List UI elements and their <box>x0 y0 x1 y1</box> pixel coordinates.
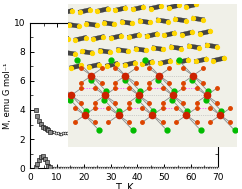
Polygon shape <box>63 50 76 56</box>
Polygon shape <box>120 19 134 26</box>
Polygon shape <box>49 23 63 29</box>
Polygon shape <box>98 48 112 54</box>
Polygon shape <box>181 30 194 37</box>
Polygon shape <box>141 60 154 67</box>
Polygon shape <box>105 61 119 68</box>
Polygon shape <box>113 6 127 13</box>
Polygon shape <box>138 19 151 25</box>
Polygon shape <box>60 8 74 15</box>
Polygon shape <box>212 56 225 63</box>
Polygon shape <box>167 3 180 10</box>
Polygon shape <box>194 57 207 64</box>
Polygon shape <box>134 46 147 53</box>
Polygon shape <box>169 45 183 51</box>
Polygon shape <box>145 32 158 39</box>
Polygon shape <box>159 59 172 66</box>
Polygon shape <box>156 18 169 24</box>
Polygon shape <box>56 36 69 43</box>
Polygon shape <box>176 58 190 65</box>
Polygon shape <box>78 7 91 15</box>
Polygon shape <box>127 33 141 40</box>
Polygon shape <box>81 49 94 55</box>
Polygon shape <box>91 34 105 41</box>
Polygon shape <box>69 63 83 70</box>
Polygon shape <box>85 21 98 28</box>
Polygon shape <box>185 2 198 9</box>
Polygon shape <box>198 29 212 36</box>
Polygon shape <box>163 31 176 38</box>
Polygon shape <box>68 4 237 147</box>
Polygon shape <box>87 62 101 69</box>
Polygon shape <box>174 17 187 23</box>
Polygon shape <box>205 43 219 49</box>
Polygon shape <box>116 47 129 53</box>
Polygon shape <box>96 7 109 14</box>
Polygon shape <box>131 5 145 12</box>
Polygon shape <box>74 35 87 42</box>
Polygon shape <box>191 16 205 22</box>
Polygon shape <box>152 46 165 52</box>
Polygon shape <box>109 33 123 40</box>
Polygon shape <box>187 44 201 50</box>
Polygon shape <box>149 4 163 11</box>
X-axis label: T, K: T, K <box>115 184 133 189</box>
Polygon shape <box>123 60 136 67</box>
Polygon shape <box>103 20 116 27</box>
Polygon shape <box>67 22 80 28</box>
Y-axis label: M, emu G mol⁻¹: M, emu G mol⁻¹ <box>3 62 13 129</box>
